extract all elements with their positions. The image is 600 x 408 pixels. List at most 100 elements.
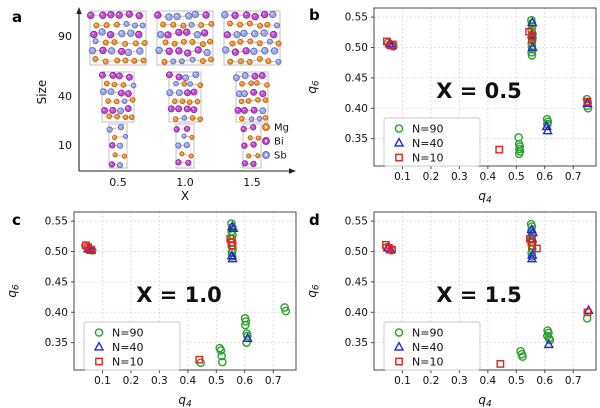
atom-Bi	[185, 159, 192, 167]
atom-Sb	[130, 82, 137, 89]
atom-Mg	[247, 38, 254, 45]
atom-Mg	[257, 22, 264, 29]
legend: N=90 N=40N=10	[83, 321, 181, 371]
atom-Bi	[107, 11, 115, 19]
atom-Mg	[114, 113, 120, 120]
atom-Bi	[240, 125, 247, 133]
atom-Sb	[240, 29, 248, 38]
atom-Sb	[106, 126, 113, 133]
atom-Sb	[122, 133, 129, 140]
atom-Mg	[93, 22, 100, 29]
atom-Sb	[266, 38, 273, 45]
atom-Sb	[259, 107, 267, 115]
atom-Sb	[92, 38, 99, 45]
atom-Sb	[173, 80, 179, 87]
atom-Bi	[101, 107, 109, 115]
atom-Mg	[114, 57, 121, 64]
atom-Sb	[117, 107, 124, 115]
atom-Bi	[182, 28, 191, 36]
panel-a-structure-grid: 90 40 10 0.5 1.0 1.5 X Size Mg Bi Sb	[35, 7, 296, 203]
atom-Mg	[255, 153, 261, 159]
atom-Bi	[184, 49, 192, 57]
atom-Bi	[242, 47, 250, 55]
x-axis-title: X	[181, 189, 189, 203]
data-point-square	[528, 242, 537, 250]
scatter-plot-x-1-0: 0.1 0.2 0.3 0.4 0.5 0.6 0.7 0.35 0.40 0.45 0.50 0.5…	[5, 211, 297, 408]
x-value-tick-label: 1.0	[176, 176, 194, 189]
panel-annotation: X = 1.0	[136, 283, 222, 307]
atom-Bi	[109, 142, 116, 149]
data-point-square	[495, 145, 504, 154]
unit-cell	[108, 123, 128, 169]
atom-Mg	[197, 116, 204, 122]
atom-Sb	[188, 21, 195, 28]
x-tick-label: 0.2	[423, 171, 440, 183]
atom-Bi	[250, 124, 257, 131]
atom-Mg	[198, 22, 205, 29]
atom-Bi	[183, 105, 191, 113]
scatter-plot-x-0-5: 0.1 0.2 0.3 0.4 0.5 0.6 0.7 0.35 0.40 0.45 0.50 0.5…	[305, 7, 597, 204]
x-tick-label: 0.6	[236, 375, 253, 387]
x-tick-label: 0.6	[536, 375, 553, 387]
atom-Mg	[172, 98, 178, 105]
x-tick-label: 0.7	[565, 375, 582, 387]
data-point-square	[95, 357, 103, 366]
atom-Sb	[269, 10, 277, 19]
atom-Bi	[115, 11, 123, 19]
atom-Mg	[179, 151, 185, 157]
x-tick-label: 0.4	[479, 171, 496, 183]
x-tick-label: 0.6	[536, 171, 553, 183]
x-axis-arrow	[289, 168, 296, 174]
atom-Sb	[251, 30, 259, 38]
atom-Bi	[223, 31, 232, 39]
legend: N=90 N=40N=10	[383, 321, 481, 371]
legend-label: N=90	[412, 326, 443, 339]
x-tick-label: 0.1	[394, 171, 411, 183]
atom-legend-label: Sb	[274, 151, 287, 162]
atom-Sb	[241, 72, 249, 80]
atom-Bi	[242, 11, 251, 19]
atom-Sb	[175, 142, 182, 149]
series-N=10	[82, 234, 237, 364]
x-tick-label: 0.3	[451, 171, 468, 183]
data-point-circle	[216, 346, 226, 355]
atom-Mg	[247, 135, 253, 141]
atom-Sb	[185, 12, 193, 20]
legend-label: N=10	[412, 355, 443, 368]
atom-Bi	[154, 11, 162, 19]
atom-Sb	[187, 81, 193, 87]
data-point-triangle	[226, 249, 238, 260]
x-tick-label: 0.4	[179, 375, 196, 387]
atom-Bi	[190, 106, 198, 114]
atom-Bi	[99, 46, 107, 55]
atom-Sb	[116, 162, 124, 169]
panel-letter-a: a	[12, 8, 23, 26]
atom-Mg	[180, 22, 187, 29]
atom-Mg	[102, 58, 109, 65]
data-point-circle	[94, 328, 104, 337]
atom-Mg	[103, 80, 110, 87]
series-N=90	[383, 15, 593, 159]
atom-Sb	[98, 28, 106, 36]
atom-Sb	[107, 47, 116, 55]
data-point-triangle	[527, 249, 538, 259]
atom-Mg	[264, 82, 270, 88]
atom-Mg	[106, 113, 113, 120]
atom-Bi	[165, 47, 173, 55]
data-point-square	[532, 244, 541, 253]
atom-Mg	[188, 153, 194, 159]
atom-Bi	[109, 71, 117, 79]
atom-Bi	[125, 10, 133, 18]
data-point-triangle	[242, 332, 253, 343]
atom-Mg	[122, 57, 129, 64]
atom-Bi	[175, 105, 183, 113]
data-point-triangle	[527, 41, 538, 52]
x-tick-label: 0.2	[423, 375, 440, 387]
atom-Mg	[275, 40, 282, 47]
atom-Bi	[98, 71, 106, 79]
size-tick-label: 90	[58, 30, 72, 43]
data-point-circle	[281, 306, 291, 316]
structure-thumbnail	[98, 71, 137, 123]
atom-Sb	[165, 13, 173, 21]
legend-box	[383, 117, 481, 167]
